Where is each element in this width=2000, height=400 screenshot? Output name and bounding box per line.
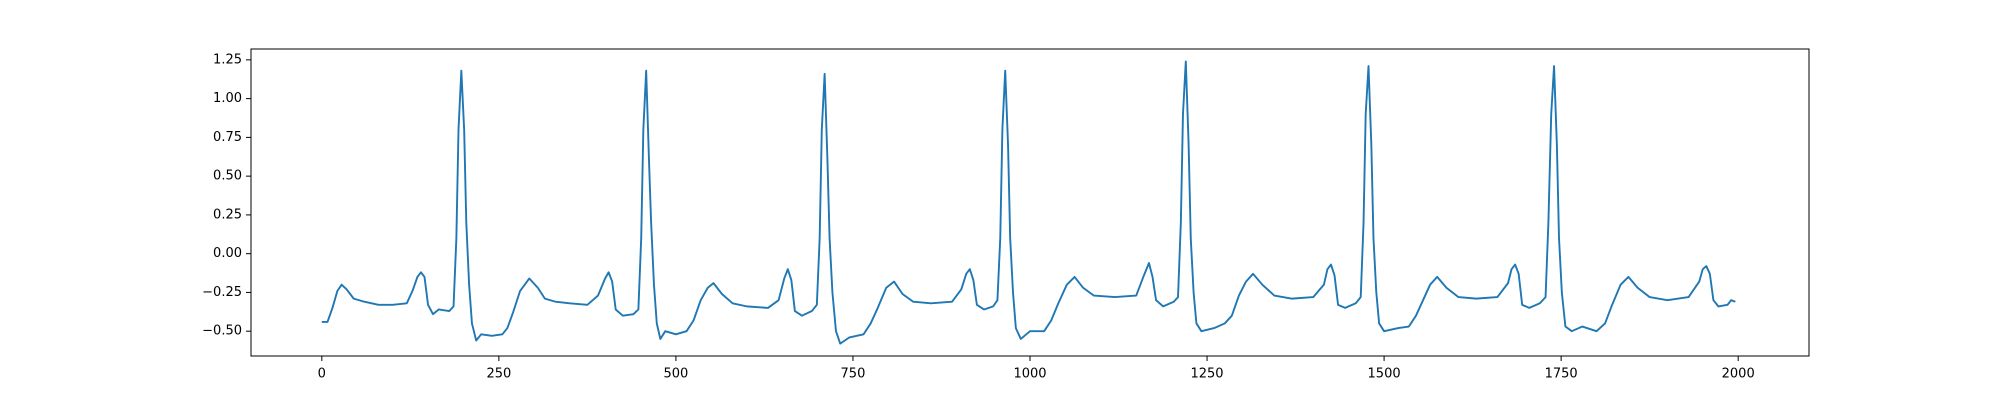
y-tick-label: 1.00 (213, 91, 242, 106)
y-tick-label: 0.00 (213, 246, 242, 261)
line (321, 60, 1736, 345)
y-tick-label: 0.25 (213, 207, 242, 222)
x-tick-label: 1750 (1545, 367, 1578, 382)
y-tick-label: 1.25 (213, 52, 242, 67)
x-tick-label: 250 (486, 367, 511, 382)
y-tick-label: −0.50 (202, 324, 242, 339)
x-tick-label: 750 (841, 367, 866, 382)
x-tick-label: 1500 (1368, 367, 1401, 382)
y-tick-label: 0.75 (213, 130, 242, 145)
x-tick-label: 2000 (1722, 367, 1755, 382)
x-tick-label: 500 (663, 367, 688, 382)
x-tick-label: 1000 (1013, 367, 1046, 382)
y-tick-label: −0.25 (202, 285, 242, 300)
x-tick-label: 1250 (1190, 367, 1223, 382)
plot-frame (250, 48, 1810, 357)
y-tick-label: 0.50 (213, 169, 242, 184)
x-tick-label: 0 (318, 367, 326, 382)
